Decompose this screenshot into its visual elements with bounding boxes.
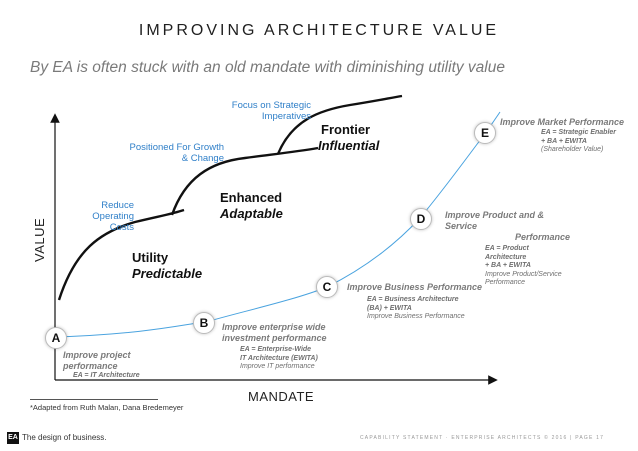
footer-tagline: The design of business. bbox=[22, 433, 107, 442]
stage-frontier: Frontier Influential bbox=[318, 122, 380, 153]
x-axis-label: MANDATE bbox=[248, 389, 315, 404]
label-strategic: Focus on Strategic Imperatives bbox=[231, 100, 311, 122]
footnote: *Adapted from Ruth Malan, Dana Bredemeye… bbox=[30, 403, 184, 412]
point-b-description: Improve enterprise wide investment perfo… bbox=[222, 322, 327, 370]
footer-page-info: CAPABILITY STATEMENT · ENTERPRISE ARCHIT… bbox=[360, 435, 605, 441]
point-e-description: Improve Market Performance EA = Strategi… bbox=[500, 117, 625, 153]
label-reduce-costs: Reduce Operating Costs bbox=[92, 200, 134, 233]
y-axis-label: VALUE bbox=[32, 217, 47, 262]
footnote-divider bbox=[30, 399, 158, 400]
point-a-marker: A bbox=[45, 327, 67, 349]
point-d-description: Improve Product and & Service Performanc… bbox=[445, 210, 570, 286]
point-b-marker: B bbox=[193, 312, 215, 334]
utility-curve bbox=[57, 208, 185, 301]
frontier-curve bbox=[276, 94, 403, 155]
point-c-marker: C bbox=[316, 276, 338, 298]
point-c-description: Improve Business Performance EA = Busine… bbox=[347, 282, 483, 320]
point-d-marker: D bbox=[410, 208, 432, 230]
stage-enhanced: Enhanced Adaptable bbox=[220, 190, 283, 221]
enhanced-curve bbox=[170, 146, 319, 216]
slide-title: IMPROVING ARCHITECTURE VALUE bbox=[138, 22, 500, 39]
stage-utility: Utility Predictable bbox=[132, 250, 203, 281]
ea-logo: EA bbox=[7, 432, 19, 444]
point-e-marker: E bbox=[474, 122, 496, 144]
point-a-description: Improve project performance EA = IT Arch… bbox=[63, 350, 140, 379]
label-growth: Positioned For Growth & Change bbox=[129, 142, 224, 164]
slide-subtitle: By EA is often stuck with an old mandate… bbox=[30, 59, 505, 76]
